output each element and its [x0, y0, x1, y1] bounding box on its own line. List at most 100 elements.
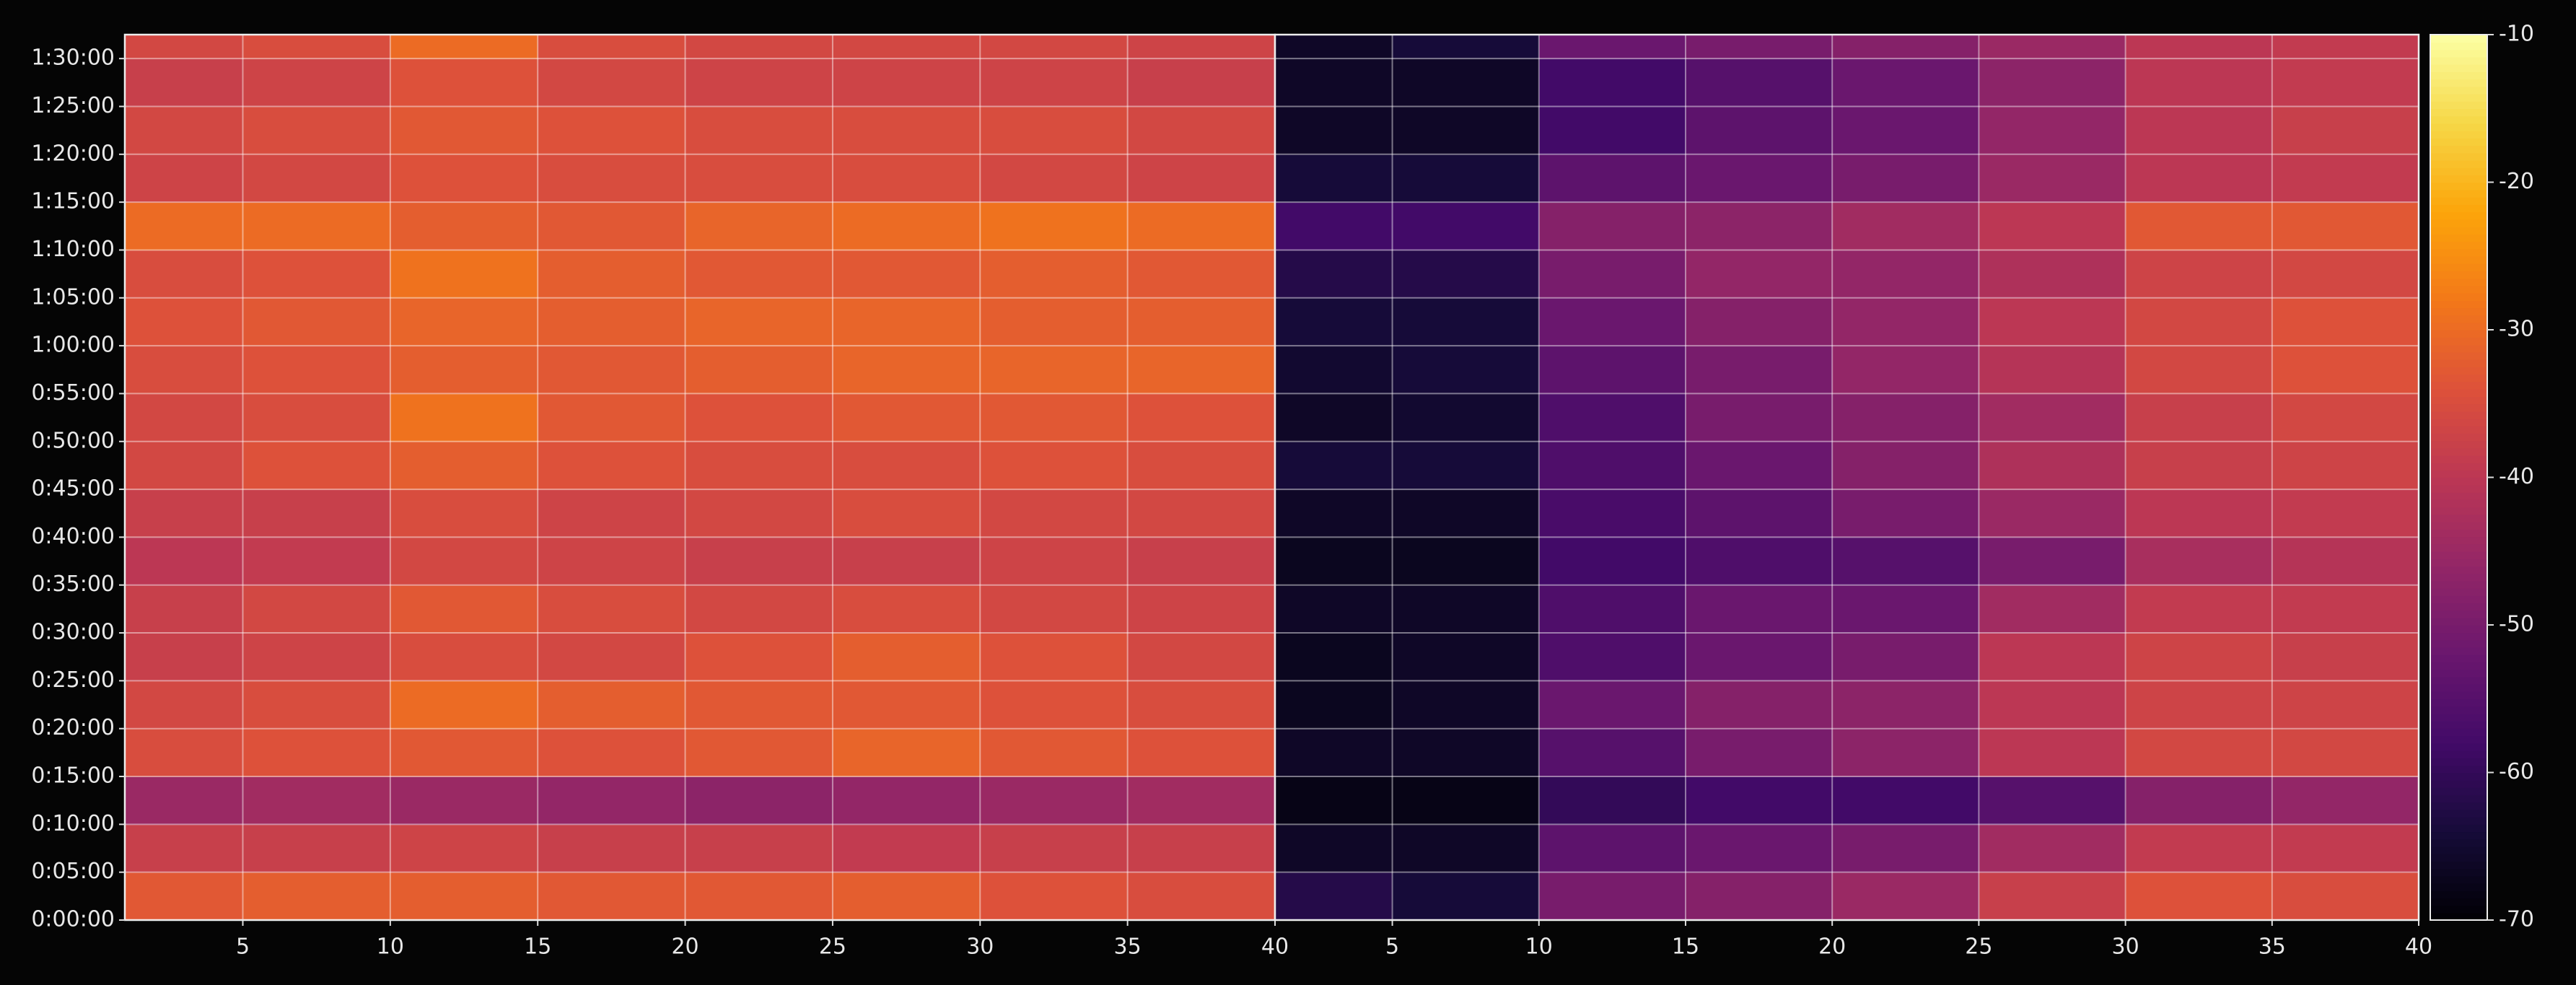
colorbar-segment	[2430, 101, 2487, 110]
x-tick-label: 10	[377, 934, 404, 960]
heatmap-cell	[1685, 154, 1833, 203]
heatmap-cell	[390, 489, 538, 538]
heatmap-cell	[1979, 393, 2126, 442]
heatmap-cell	[1685, 106, 1833, 155]
heatmap-cell	[1538, 776, 1686, 825]
heatmap-cell	[980, 728, 1129, 777]
heatmap-cell	[685, 441, 833, 490]
colorbar-segment	[2430, 359, 2487, 367]
heatmap-cell	[1832, 297, 1979, 346]
heatmap-cell	[1832, 58, 1979, 107]
heatmap-cell	[242, 35, 391, 59]
heatmap-cell	[125, 35, 243, 59]
y-tick-label: 0:30:00	[31, 620, 115, 645]
heatmap-cell	[832, 728, 981, 777]
heatmap-cell	[2125, 441, 2273, 490]
y-tick-label: 0:35:00	[31, 572, 115, 597]
heatmap-cell	[980, 776, 1129, 825]
heatmap-cell	[1832, 537, 1979, 586]
heatmap-cell	[1832, 35, 1979, 59]
heatmap-cell	[685, 776, 833, 825]
heatmap-cell	[832, 346, 981, 394]
heatmap-cell	[2125, 633, 2273, 681]
heatmap-cell	[390, 824, 538, 873]
heatmap-cell	[242, 106, 391, 155]
heatmap-cell	[1538, 202, 1686, 250]
heatmap-cell	[125, 297, 243, 346]
colorbar-segment	[2430, 824, 2487, 833]
heatmap-cell	[538, 250, 686, 299]
colorbar-segment	[2430, 676, 2487, 685]
heatmap-cell	[1538, 297, 1686, 346]
colorbar-segment	[2430, 890, 2487, 899]
heatmap-cell	[1979, 58, 2126, 107]
heatmap-cell	[1275, 633, 1393, 681]
heatmap-cell	[1685, 728, 1833, 777]
heatmap-cell	[1392, 58, 1540, 107]
heatmap-cell	[1832, 872, 1979, 921]
heatmap-cell	[2125, 346, 2273, 394]
heatmap-cell	[1538, 824, 1686, 873]
colorbar-segment	[2430, 566, 2487, 574]
heatmap-cell	[125, 154, 243, 203]
heatmap-cell	[1127, 393, 1276, 442]
heatmap-cell	[1832, 728, 1979, 777]
heatmap-cell	[832, 297, 981, 346]
heatmap-cell	[2125, 728, 2273, 777]
heatmap-cell	[1832, 250, 1979, 299]
x-tick-label: 5	[236, 934, 250, 960]
x-tick-label: 40	[1261, 934, 1289, 960]
heatmap-cell	[1275, 297, 1393, 346]
heatmap-cell	[1685, 824, 1833, 873]
heatmap-cell	[2271, 585, 2419, 634]
colorbar-segment	[2430, 912, 2487, 921]
heatmap-cell	[538, 489, 686, 538]
colorbar-segment	[2430, 463, 2487, 471]
heatmap-cell	[2271, 154, 2419, 203]
heatmap-cell	[1979, 537, 2126, 586]
colorbar-segment	[2430, 514, 2487, 522]
heatmap-cell	[685, 680, 833, 730]
heatmap-cell	[2125, 537, 2273, 586]
colorbar-segment	[2430, 35, 2487, 43]
heatmap-cell	[390, 297, 538, 346]
heatmap-cell	[1275, 250, 1393, 299]
heatmap-cell	[242, 346, 391, 394]
x-tick-label: 30	[2111, 934, 2139, 960]
colorbar-segment	[2430, 175, 2487, 183]
heatmap-cell	[1832, 346, 1979, 394]
heatmap-cell	[1392, 297, 1540, 346]
heatmap-cell	[1127, 824, 1276, 873]
colorbar-segment	[2430, 639, 2487, 648]
colorbar-segment	[2430, 632, 2487, 641]
x-tick-label: 30	[966, 934, 994, 960]
heatmap-cell	[832, 872, 981, 921]
heatmap-cell	[980, 58, 1129, 107]
heatmap-cell	[1832, 489, 1979, 538]
heatmap-cell	[2125, 776, 2273, 825]
heatmap-cell	[685, 537, 833, 586]
heatmap-cell	[1685, 297, 1833, 346]
heatmap-cell	[2271, 297, 2419, 346]
colorbar-segment	[2430, 285, 2487, 294]
colorbar-segment	[2430, 728, 2487, 737]
heatmap-cell	[390, 728, 538, 777]
colorbar-segment	[2430, 853, 2487, 862]
heatmap-cell	[242, 585, 391, 634]
heatmap-cell	[1538, 106, 1686, 155]
heatmap-cell	[1979, 106, 2126, 155]
heatmap-cell	[242, 297, 391, 346]
heatmap-cell	[685, 633, 833, 681]
heatmap-cell	[832, 441, 981, 490]
heatmap-cell	[390, 250, 538, 299]
colorbar-segment	[2430, 292, 2487, 301]
heatmap-cell	[2271, 393, 2419, 442]
colorbar-segment	[2430, 440, 2487, 449]
heatmap-cell	[538, 680, 686, 730]
y-tick-label: 1:25:00	[31, 93, 115, 118]
heatmap-cell	[2271, 202, 2419, 250]
heatmap-cell	[1127, 154, 1276, 203]
heatmap-cell	[1979, 680, 2126, 730]
heatmap-cell	[125, 346, 243, 394]
colorbar-segment	[2430, 115, 2487, 124]
